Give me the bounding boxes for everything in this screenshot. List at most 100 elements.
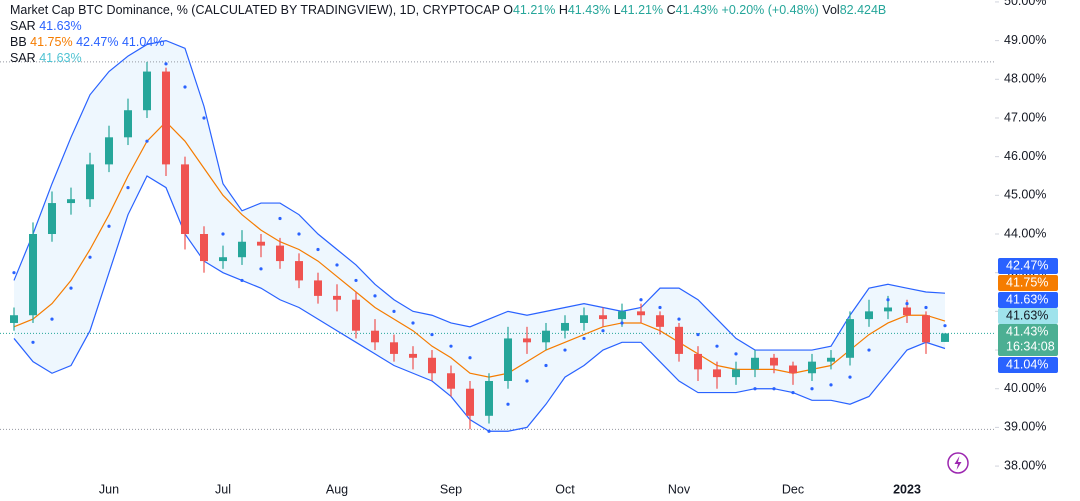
candle-body xyxy=(637,311,645,316)
candle-body xyxy=(827,357,835,362)
bb-lower xyxy=(13,175,946,432)
candle-body xyxy=(865,311,873,320)
sar-dot xyxy=(658,305,662,310)
candle-body xyxy=(732,369,740,378)
sar-dot xyxy=(259,267,263,271)
price-label: 42.47% xyxy=(1006,258,1048,272)
candle-body xyxy=(48,203,56,235)
candle-body xyxy=(29,234,37,316)
sar-dot xyxy=(392,309,396,313)
candle-body xyxy=(181,164,189,235)
candle-body xyxy=(371,330,379,343)
ohlc: O41.21% H41.43% L41.21% C41.43% xyxy=(503,3,721,17)
candle-body xyxy=(257,241,265,246)
vol: 82.424B xyxy=(839,3,887,17)
x-tick-label: Sep xyxy=(440,482,462,496)
candle-body xyxy=(599,315,607,320)
sar-dot xyxy=(905,302,909,306)
sar-dot xyxy=(487,429,491,433)
sar-dot xyxy=(506,402,510,406)
sar-dot xyxy=(525,379,529,383)
candle-body xyxy=(124,110,132,138)
ohlc-value: 41.43% xyxy=(567,3,611,17)
candle-body xyxy=(751,357,759,370)
candle-body xyxy=(295,261,303,281)
candle-body xyxy=(770,357,778,366)
price-label: 41.04% xyxy=(1006,357,1048,371)
candle-body xyxy=(352,299,360,331)
sar-dot xyxy=(183,85,187,89)
sar-dot xyxy=(88,255,92,259)
sar-dot xyxy=(601,329,605,333)
x-tick-label: Oct xyxy=(555,482,575,496)
price-label-box xyxy=(998,292,1058,308)
sar-dot xyxy=(924,305,928,310)
sar-dot xyxy=(449,344,453,348)
candle-body xyxy=(523,338,531,343)
y-tick-label: 47.00% xyxy=(1004,110,1046,124)
indicator-row[interactable]: BB 41.75% 42.47% 41.04% xyxy=(10,34,886,50)
candle-body xyxy=(580,315,588,323)
candle-body xyxy=(10,315,18,323)
sar-dot xyxy=(164,62,168,66)
indicator-value: 42.47% xyxy=(76,35,119,49)
indicator-row[interactable]: SAR 41.63% xyxy=(10,18,886,34)
candle-body xyxy=(390,342,398,354)
sar-dot xyxy=(943,324,947,328)
sar-dot xyxy=(677,317,681,321)
symbol-title: Market Cap BTC Dominance, % (CALCULATED … xyxy=(10,3,500,17)
sar-dot xyxy=(31,340,35,344)
candle-body xyxy=(428,357,436,374)
candle-body xyxy=(67,199,75,204)
candle-body xyxy=(314,280,322,296)
sar-dot xyxy=(50,317,54,321)
vol-key: Vol xyxy=(822,3,840,17)
sar-dot xyxy=(696,332,700,337)
countdown: 16:34:08 xyxy=(1006,339,1055,353)
indicator-name: SAR xyxy=(10,19,36,33)
sar-dot xyxy=(639,298,643,302)
legend-panel: Market Cap BTC Dominance, % (CALCULATED … xyxy=(10,2,886,66)
sar-dot xyxy=(373,294,377,298)
indicator-row[interactable]: SAR 41.63% xyxy=(10,50,886,66)
price-label-box xyxy=(998,275,1058,291)
indicator-name: SAR xyxy=(10,51,36,65)
change: +0.20% (+0.48%) xyxy=(721,3,819,17)
symbol-line: Market Cap BTC Dominance, % (CALCULATED … xyxy=(10,2,886,18)
candle-body xyxy=(200,234,208,262)
candle-body xyxy=(485,380,493,416)
ohlc-key: H xyxy=(558,3,568,17)
candle-body xyxy=(903,307,911,316)
sar-dot xyxy=(734,352,738,356)
sar-dot xyxy=(12,271,16,275)
sar-dot xyxy=(563,348,567,352)
sar-dot xyxy=(430,332,434,337)
sar-dot xyxy=(715,344,719,348)
price-label-box xyxy=(998,258,1058,274)
y-tick-label: 40.00% xyxy=(1004,381,1046,395)
bb-upper xyxy=(13,39,946,351)
sar-dot xyxy=(69,286,73,290)
candle-body xyxy=(656,315,664,327)
sar-dot xyxy=(297,232,301,236)
candle-body xyxy=(162,71,170,165)
candle-body xyxy=(561,322,569,331)
sar-dot xyxy=(544,363,548,368)
ohlc-value: 41.21% xyxy=(620,3,664,17)
sar-dot xyxy=(810,387,814,391)
sar-dot xyxy=(886,298,890,302)
candle-body xyxy=(333,295,341,300)
y-tick-label: 39.00% xyxy=(1004,420,1046,434)
lightning-button[interactable] xyxy=(946,451,970,475)
candle-body xyxy=(675,326,683,354)
candle-body xyxy=(238,241,246,258)
y-tick-label: 38.00% xyxy=(1004,458,1046,472)
y-tick-label: 44.00% xyxy=(1004,226,1046,240)
candle-body xyxy=(504,338,512,381)
sar-dot xyxy=(240,278,244,283)
y-tick-label: 45.00% xyxy=(1004,188,1046,202)
ohlc-key: C xyxy=(666,3,676,17)
candle-body xyxy=(276,245,284,262)
candle-body xyxy=(922,315,930,343)
